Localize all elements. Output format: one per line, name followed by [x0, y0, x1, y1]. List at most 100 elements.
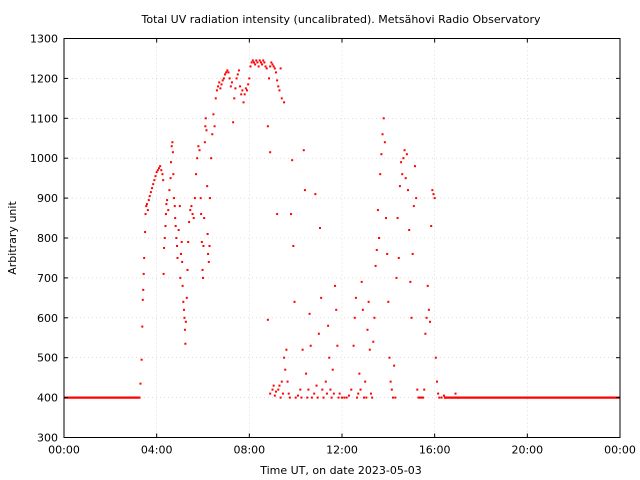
- data-point: [207, 252, 210, 255]
- x-tick-label: 20:00: [511, 444, 543, 457]
- data-point: [144, 213, 147, 216]
- data-point: [330, 396, 333, 399]
- data-point: [378, 237, 381, 239]
- data-point: [175, 237, 178, 239]
- data-point: [170, 145, 173, 148]
- data-point: [142, 288, 145, 291]
- data-point: [380, 153, 383, 156]
- data-point: [274, 71, 277, 74]
- data-point: [271, 63, 274, 66]
- data-point: [291, 159, 294, 162]
- data-point: [266, 318, 269, 321]
- data-point: [154, 175, 157, 178]
- data-point: [160, 169, 163, 172]
- data-point: [388, 356, 391, 359]
- data-point: [269, 392, 272, 395]
- data-point: [327, 324, 330, 327]
- data-point: [422, 396, 425, 399]
- data-point: [293, 300, 296, 303]
- data-point: [172, 173, 175, 176]
- data-point: [431, 189, 434, 192]
- data-point: [210, 157, 213, 160]
- data-point: [286, 380, 289, 383]
- data-point: [145, 205, 148, 208]
- data-point: [322, 396, 325, 399]
- data-point: [145, 203, 148, 206]
- data-point: [409, 280, 412, 283]
- data-point: [379, 173, 382, 176]
- data-point: [200, 240, 203, 243]
- data-point: [283, 356, 286, 359]
- data-point: [280, 97, 283, 100]
- data-point: [332, 392, 335, 395]
- data-point: [315, 384, 318, 387]
- data-point: [179, 252, 182, 255]
- data-point: [151, 187, 154, 190]
- data-point: [404, 177, 407, 180]
- data-point: [170, 161, 173, 164]
- data-point: [196, 157, 199, 160]
- data-point: [302, 149, 305, 152]
- data-point: [411, 252, 414, 255]
- data-point: [331, 368, 334, 371]
- data-point: [162, 272, 165, 275]
- data-point: [165, 203, 168, 206]
- data-point: [276, 79, 279, 82]
- data-point: [341, 396, 343, 399]
- data-point: [279, 396, 282, 399]
- data-point: [308, 312, 311, 315]
- data-point: [219, 87, 222, 90]
- data-point: [249, 65, 252, 68]
- data-point: [156, 169, 159, 172]
- data-point: [300, 396, 303, 399]
- data-point: [376, 209, 379, 212]
- data-point: [159, 165, 162, 168]
- data-point: [197, 145, 200, 148]
- data-point: [143, 256, 146, 259]
- data-point: [345, 396, 348, 399]
- data-point: [321, 388, 324, 391]
- data-point: [382, 117, 385, 120]
- axis-ticks: 300 400 500 600 700 800 900 1000 1100 1200 1300 00:…: [30, 33, 636, 457]
- data-point: [214, 97, 217, 100]
- data-point: [360, 280, 363, 283]
- data-point: [454, 392, 457, 395]
- data-point: [383, 141, 386, 144]
- data-point: [347, 394, 350, 397]
- data-point: [176, 244, 179, 247]
- data-point: [359, 388, 362, 391]
- y-tick-label: 300: [37, 432, 58, 445]
- data-point: [140, 358, 143, 361]
- data-point: [435, 380, 438, 383]
- data-point: [167, 209, 170, 212]
- data-point: [202, 244, 205, 247]
- data-point: [171, 141, 174, 144]
- data-point: [144, 231, 147, 234]
- data-point: [352, 344, 355, 347]
- data-point: [258, 59, 261, 62]
- data-point: [174, 217, 177, 220]
- data-point: [206, 185, 209, 188]
- data-point: [363, 396, 366, 399]
- x-axis-label: Time UT, on date 2023-05-03: [259, 464, 422, 477]
- data-point: [285, 348, 288, 351]
- y-tick-label: 600: [37, 312, 58, 325]
- data-point: [241, 89, 244, 92]
- data-point: [440, 396, 443, 399]
- data-point: [202, 276, 204, 279]
- data-point: [413, 165, 416, 168]
- data-point: [420, 396, 423, 399]
- data-point: [303, 189, 306, 192]
- x-tick-label: 00:00: [48, 444, 80, 457]
- data-point: [204, 117, 207, 120]
- data-point: [394, 396, 397, 399]
- data-point: [240, 93, 243, 96]
- data-point: [294, 396, 297, 399]
- data-point: [292, 244, 295, 247]
- data-point: [407, 189, 410, 192]
- data-point: [309, 344, 312, 347]
- data-point: [200, 213, 203, 216]
- data-point: [335, 308, 338, 311]
- data-point: [417, 396, 420, 399]
